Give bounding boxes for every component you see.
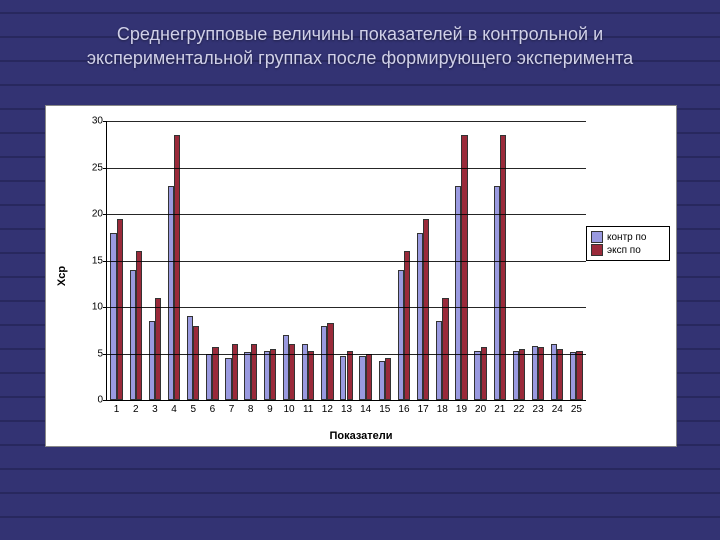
y-axis-label: Хср xyxy=(56,266,68,286)
grid-line xyxy=(107,307,586,308)
bar xyxy=(174,135,180,400)
x-tick-label: 19 xyxy=(456,404,467,415)
plot-area: 0510152025301234567891011121314151617181… xyxy=(106,121,586,401)
slide-title: Среднегрупповые величины показателей в к… xyxy=(60,22,660,71)
x-tick-label: 22 xyxy=(513,404,524,415)
x-tick-label: 12 xyxy=(322,404,333,415)
legend-label: эксп по xyxy=(607,245,641,256)
bar xyxy=(481,347,487,400)
bar xyxy=(461,135,467,400)
x-tick-label: 4 xyxy=(171,404,177,415)
y-tick-label: 5 xyxy=(97,348,103,359)
y-tick-mark xyxy=(103,168,107,169)
x-tick-label: 3 xyxy=(152,404,158,415)
legend-item: контр по xyxy=(591,231,665,243)
bar xyxy=(136,251,142,400)
legend-label: контр по xyxy=(607,232,646,243)
x-tick-label: 13 xyxy=(341,404,352,415)
bar xyxy=(308,351,314,400)
x-tick-label: 16 xyxy=(398,404,409,415)
y-tick-mark xyxy=(103,307,107,308)
y-tick-label: 10 xyxy=(92,302,103,313)
y-tick-mark xyxy=(103,261,107,262)
grid-line xyxy=(107,121,586,122)
x-tick-label: 9 xyxy=(267,404,273,415)
bar xyxy=(557,349,563,400)
y-tick-mark xyxy=(103,121,107,122)
slide-background: Среднегрупповые величины показателей в к… xyxy=(0,0,720,540)
legend-item: эксп по xyxy=(591,244,665,256)
x-tick-label: 7 xyxy=(229,404,235,415)
y-tick-label: 25 xyxy=(92,162,103,173)
x-tick-label: 10 xyxy=(283,404,294,415)
grid-line xyxy=(107,168,586,169)
bar xyxy=(385,358,391,400)
x-tick-label: 1 xyxy=(114,404,120,415)
x-tick-label: 25 xyxy=(571,404,582,415)
y-tick-label: 15 xyxy=(92,255,103,266)
bar xyxy=(576,351,582,400)
legend-swatch xyxy=(591,244,603,256)
x-axis-label: Показатели xyxy=(46,430,676,442)
bar xyxy=(212,347,218,400)
x-tick-label: 24 xyxy=(552,404,563,415)
bar xyxy=(404,251,410,400)
x-tick-label: 8 xyxy=(248,404,254,415)
legend: контр по эксп по xyxy=(586,226,670,261)
x-tick-label: 14 xyxy=(360,404,371,415)
x-tick-label: 20 xyxy=(475,404,486,415)
y-tick-mark xyxy=(103,400,107,401)
x-tick-label: 23 xyxy=(533,404,544,415)
y-tick-mark xyxy=(103,214,107,215)
bar xyxy=(366,354,372,401)
y-tick-label: 30 xyxy=(92,116,103,127)
chart-card: Хср Показатели 0510152025301234567891011… xyxy=(45,105,677,447)
grid-line xyxy=(107,354,586,355)
bar xyxy=(442,298,448,400)
bar xyxy=(117,219,123,400)
x-tick-label: 15 xyxy=(379,404,390,415)
x-tick-label: 11 xyxy=(303,404,313,415)
bar xyxy=(155,298,161,400)
x-tick-label: 18 xyxy=(437,404,448,415)
y-tick-mark xyxy=(103,354,107,355)
x-tick-label: 21 xyxy=(494,404,505,415)
bar xyxy=(423,219,429,400)
x-tick-label: 2 xyxy=(133,404,139,415)
bar xyxy=(193,326,199,400)
bar xyxy=(500,135,506,400)
bar xyxy=(538,347,544,400)
x-tick-label: 6 xyxy=(210,404,216,415)
bar xyxy=(270,349,276,400)
bar xyxy=(327,323,333,400)
bar xyxy=(519,349,525,400)
grid-line xyxy=(107,261,586,262)
y-tick-label: 20 xyxy=(92,209,103,220)
grid-line xyxy=(107,214,586,215)
y-tick-label: 0 xyxy=(97,395,103,406)
x-tick-label: 17 xyxy=(418,404,429,415)
x-tick-label: 5 xyxy=(190,404,196,415)
bar xyxy=(347,351,353,400)
legend-swatch xyxy=(591,231,603,243)
